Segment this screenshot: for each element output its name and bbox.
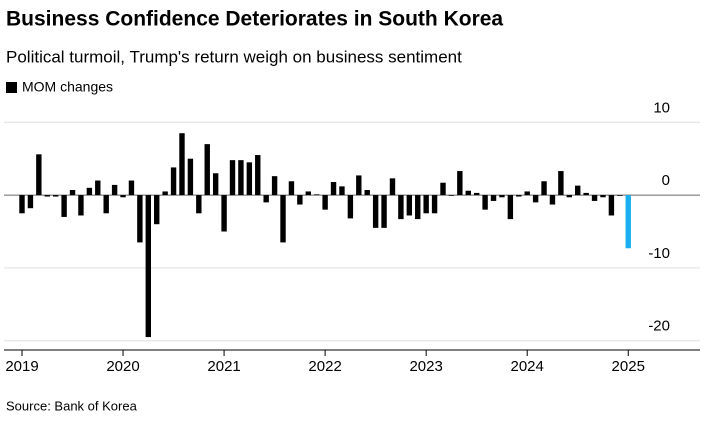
bar xyxy=(330,181,337,196)
bar xyxy=(187,158,194,196)
source: Source: Bank of Korea xyxy=(6,398,138,413)
bar xyxy=(448,195,455,196)
bar xyxy=(280,195,286,243)
bar xyxy=(356,175,362,196)
bar xyxy=(322,195,328,210)
bar xyxy=(69,189,76,196)
bar xyxy=(558,171,564,196)
y-tick-label: 10 xyxy=(653,99,670,116)
bar xyxy=(229,160,236,196)
bar xyxy=(339,186,345,196)
bar xyxy=(170,167,177,196)
bar xyxy=(154,195,160,225)
bar xyxy=(398,195,404,220)
bar xyxy=(465,190,471,196)
bar xyxy=(507,195,514,220)
bar xyxy=(406,195,413,216)
bar xyxy=(288,181,295,196)
bar xyxy=(137,195,143,243)
bar xyxy=(27,195,34,209)
bar xyxy=(263,195,269,203)
bar xyxy=(61,195,67,217)
bar xyxy=(381,195,387,228)
bar xyxy=(36,154,42,196)
bar xyxy=(600,195,606,198)
bar xyxy=(103,195,109,214)
bar xyxy=(255,155,261,196)
bar xyxy=(221,195,227,232)
bar xyxy=(457,171,463,196)
bar xyxy=(246,162,253,196)
bar xyxy=(44,195,50,197)
bar xyxy=(625,195,631,249)
bar xyxy=(583,192,589,196)
y-tick-label: -20 xyxy=(648,318,670,335)
bar xyxy=(516,195,522,197)
bar xyxy=(314,194,320,196)
bar xyxy=(575,185,581,196)
bar xyxy=(364,189,370,196)
bar xyxy=(212,173,219,196)
bar xyxy=(297,195,303,205)
x-tick-label: 2021 xyxy=(207,358,240,375)
y-tick-label: 0 xyxy=(662,172,670,189)
x-tick-label: 2025 xyxy=(612,358,645,375)
bar xyxy=(499,195,505,198)
bar xyxy=(52,195,59,197)
bar xyxy=(440,182,446,196)
bar xyxy=(347,195,354,219)
bar xyxy=(128,180,135,196)
bar xyxy=(86,187,93,196)
x-tick-label: 2024 xyxy=(511,358,544,375)
bar xyxy=(372,195,379,228)
bar xyxy=(196,195,202,214)
y-tick-label: -10 xyxy=(648,245,670,262)
x-tick-label: 2020 xyxy=(106,358,139,375)
bar xyxy=(305,191,311,196)
bar xyxy=(204,144,210,196)
legend-label: MOM changes xyxy=(22,79,113,95)
legend-swatch xyxy=(6,82,17,93)
bar xyxy=(482,195,488,210)
bar xyxy=(617,195,623,196)
bar xyxy=(179,133,185,196)
bar xyxy=(145,195,151,338)
bar xyxy=(111,184,118,196)
x-tick-label: 2019 xyxy=(5,358,38,375)
bar xyxy=(549,195,556,205)
bar xyxy=(591,195,598,201)
bar xyxy=(389,178,396,196)
chart-title: Business Confidence Deteriorates in Sout… xyxy=(6,8,503,31)
bar xyxy=(78,195,84,216)
bar xyxy=(120,195,126,198)
bar xyxy=(541,181,547,196)
bar xyxy=(608,195,615,216)
bar xyxy=(238,160,244,196)
bar xyxy=(431,195,438,214)
bar xyxy=(423,195,429,214)
bar xyxy=(490,195,497,201)
bar xyxy=(95,180,101,196)
bar xyxy=(162,191,168,196)
bar xyxy=(473,192,480,196)
bar xyxy=(271,176,278,196)
bar xyxy=(524,191,530,196)
x-tick-label: 2023 xyxy=(409,358,442,375)
bar xyxy=(532,195,539,203)
bar xyxy=(19,195,25,214)
x-tick-label: 2022 xyxy=(308,358,341,375)
chart-subtitle: Political turmoil, Trump's return weigh … xyxy=(6,47,462,66)
bar xyxy=(415,195,421,220)
bar xyxy=(566,195,572,198)
